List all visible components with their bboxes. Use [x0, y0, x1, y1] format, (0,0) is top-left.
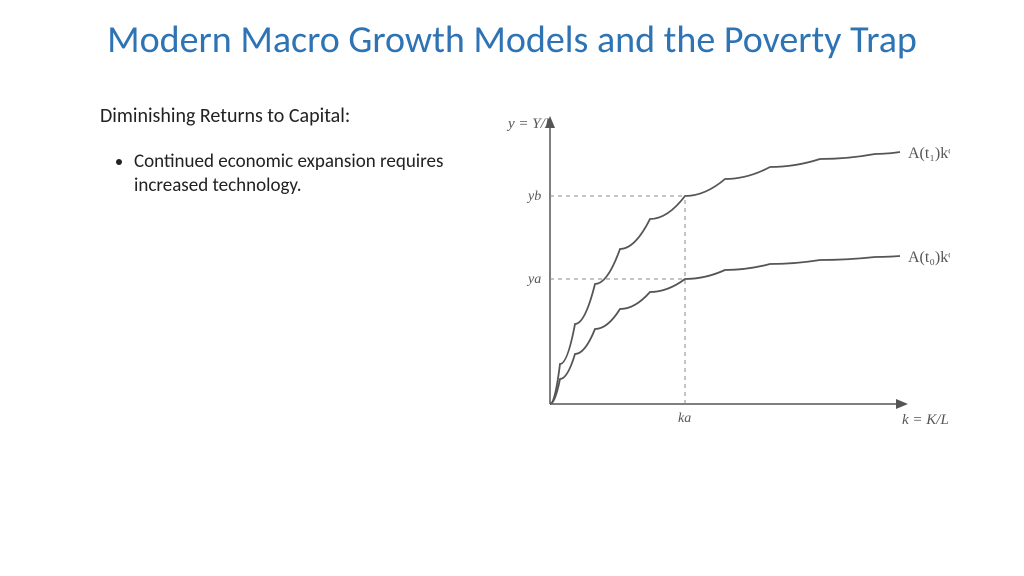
- curve-lower: [550, 256, 900, 404]
- x-axis-label: k = K/L: [902, 412, 949, 428]
- production-function-chart: y = Y/L k = K/L A(t₁)kᵅ A(t₀)kᵅ yb ya ka: [480, 104, 950, 444]
- curve-lower-label: A(t₀)kᵅ: [908, 249, 950, 266]
- tick-ya: ya: [526, 272, 541, 287]
- x-axis-arrow-icon: [896, 399, 908, 409]
- y-axis-label: y = Y/L: [506, 116, 553, 132]
- chart-column: y = Y/L k = K/L A(t₁)kᵅ A(t₀)kᵅ yb ya ka: [480, 104, 984, 444]
- subheading: Diminishing Returns to Capital:: [100, 104, 460, 128]
- content-row: Diminishing Returns to Capital: Continue…: [0, 64, 1024, 444]
- guide-lines: [550, 196, 685, 404]
- curve-upper: [550, 152, 900, 404]
- text-column: Diminishing Returns to Capital: Continue…: [100, 104, 460, 444]
- page-title: Modern Macro Growth Models and the Pover…: [0, 0, 1024, 64]
- tick-ka: ka: [678, 411, 691, 426]
- tick-yb: yb: [526, 189, 541, 204]
- bullet-item: Continued economic expansion requires in…: [134, 150, 460, 199]
- axes: [545, 116, 908, 409]
- curve-upper-label: A(t₁)kᵅ: [908, 145, 950, 162]
- bullet-list: Continued economic expansion requires in…: [134, 150, 460, 199]
